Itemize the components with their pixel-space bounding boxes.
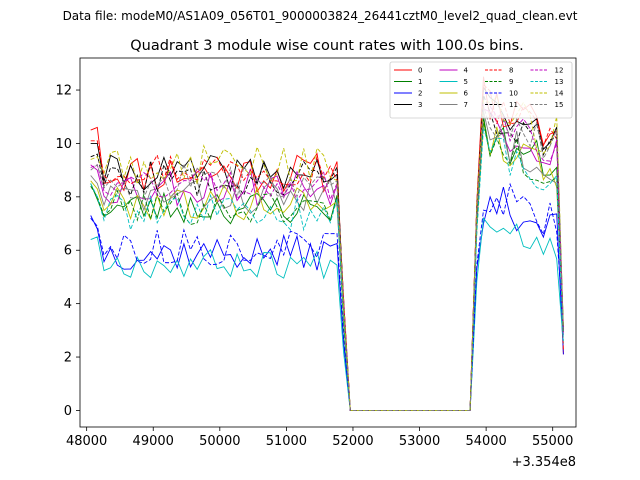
x-tick-label: 55000 — [532, 434, 573, 449]
series-layer — [90, 76, 564, 411]
axes-frame — [79, 57, 577, 428]
series-line-9 — [90, 119, 564, 411]
legend-label-9: 9 — [509, 78, 513, 86]
series-line-0 — [90, 76, 564, 411]
series-line-15 — [90, 105, 564, 411]
y-tick-label: 12 — [55, 84, 72, 99]
legend-label-5: 5 — [464, 78, 468, 86]
y-axis: 0 2 4 6 8 10 12 — [55, 84, 80, 419]
series-line-10 — [90, 182, 564, 411]
series-line-5 — [90, 217, 564, 411]
chart-title: Quadrant 3 module wise count rates with … — [130, 38, 524, 54]
y-tick-label: 4 — [64, 297, 72, 312]
legend-label-12: 12 — [555, 67, 564, 75]
legend-label-13: 13 — [555, 78, 564, 86]
legend-label-15: 15 — [555, 101, 564, 109]
legend-label-2: 2 — [418, 90, 422, 98]
legend-label-7: 7 — [464, 101, 468, 109]
series-line-2 — [90, 186, 564, 411]
legend-label-0: 0 — [418, 67, 422, 75]
x-tick-label: 48000 — [66, 434, 107, 449]
legend-label-11: 11 — [509, 101, 518, 109]
figure-suptitle: Data file: modeM0/AS1A09_056T01_90000038… — [63, 9, 578, 23]
legend-label-6: 6 — [464, 90, 469, 98]
x-tick-label: 54000 — [465, 434, 506, 449]
legend-label-4: 4 — [464, 67, 469, 75]
y-tick-label: 10 — [55, 137, 72, 152]
x-tick-label: 50000 — [199, 434, 240, 449]
series-line-4 — [90, 107, 564, 411]
series-line-6 — [90, 122, 564, 411]
x-tick-label: 53000 — [399, 434, 440, 449]
legend-label-3: 3 — [418, 101, 422, 109]
x-axis: 48000 49000 50000 51000 52000 53000 54000 55000 — [66, 427, 573, 449]
series-line-1 — [90, 116, 564, 411]
y-tick-label: 6 — [64, 244, 72, 259]
legend-box — [389, 61, 573, 119]
legend-label-14: 14 — [555, 90, 564, 98]
axes-background — [80, 58, 576, 427]
x-tick-label: 49000 — [133, 434, 174, 449]
x-tick-label: 51000 — [266, 434, 307, 449]
x-axis-offset-text: +3.354e8 — [512, 455, 576, 470]
x-tick-label: 52000 — [332, 434, 373, 449]
y-tick-label: 2 — [64, 351, 72, 366]
legend-label-1: 1 — [418, 78, 422, 86]
y-tick-label: 8 — [64, 190, 72, 205]
legend-label-10: 10 — [509, 90, 518, 98]
series-line-13 — [90, 127, 564, 411]
y-tick-label: 0 — [64, 404, 72, 419]
legend-label-8: 8 — [509, 67, 513, 75]
series-line-11 — [90, 95, 564, 411]
